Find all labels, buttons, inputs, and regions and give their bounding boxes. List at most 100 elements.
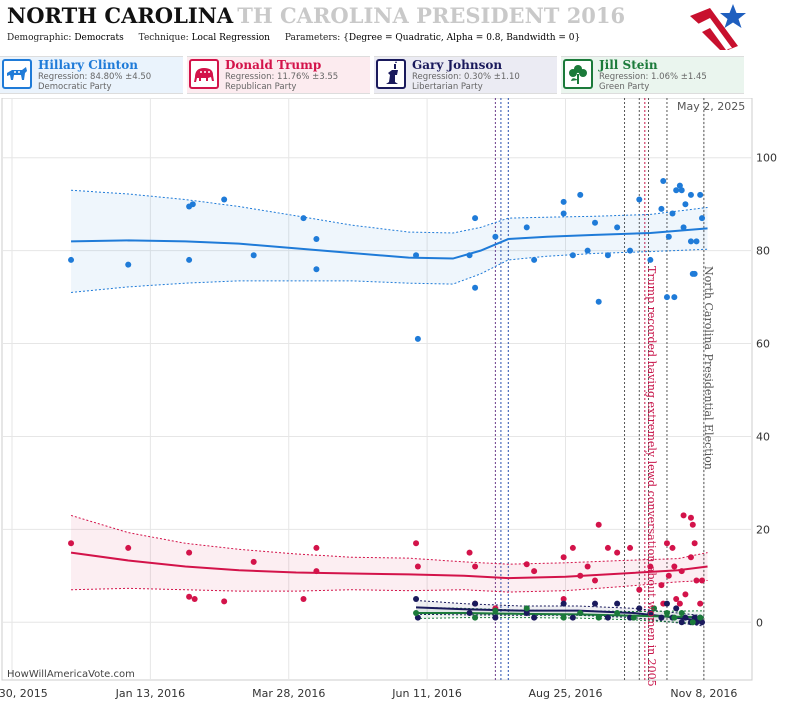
y-tick-label: 60 [756, 338, 770, 351]
poll-point [687, 514, 694, 521]
regression-line [70, 551, 708, 580]
poll-point [569, 544, 576, 551]
poll-point [186, 256, 193, 263]
event-label: Trump recorded having extremely lewd con… [645, 266, 658, 687]
poll-point [687, 191, 694, 198]
poll-point [671, 614, 678, 621]
candidate-party: Democratic Party [38, 82, 112, 92]
poll-point [671, 294, 678, 301]
poll-point [636, 196, 643, 203]
poll-point [673, 187, 680, 194]
confidence-band [71, 515, 708, 593]
star-flag-logo-icon [688, 2, 748, 52]
title-faded: TH CAROLINA PRESIDENT 2016 [237, 3, 626, 28]
poll-point [560, 554, 567, 561]
poll-point [523, 224, 530, 231]
poll-point [125, 544, 132, 551]
poll-point [472, 284, 479, 291]
poll-point [560, 614, 567, 621]
poll-point [466, 609, 473, 616]
poll-point [472, 600, 479, 607]
poll-point [614, 609, 621, 616]
poll-point [313, 266, 320, 273]
poll-point [604, 614, 611, 621]
candidate-name: Jill Stein [599, 58, 658, 72]
poll-point [636, 605, 643, 612]
legend-johnson: Gary Johnson Regression: 0.30% ±1.10 Lib… [374, 56, 557, 94]
confidence-band [416, 600, 704, 626]
poll-point [682, 591, 689, 598]
regression-line [71, 227, 708, 260]
x-tick-label: Mar 28, 2016 [252, 687, 325, 700]
poll-point [699, 619, 706, 626]
statue-of-liberty-icon [376, 59, 406, 89]
poll-point [300, 596, 307, 603]
y-tick-label: 40 [756, 430, 770, 443]
candidate-name: Gary Johnson [412, 58, 503, 72]
poll-point [699, 215, 706, 222]
poll-point [560, 600, 567, 607]
poll-point [584, 247, 591, 254]
poll-point [669, 210, 676, 217]
green-flower-icon [563, 59, 593, 89]
poll-point [472, 563, 479, 570]
poll-point [665, 233, 672, 240]
poll-point [414, 614, 421, 621]
poll-points [68, 177, 706, 626]
parameters-label: Parameters: [284, 33, 341, 43]
candidate-name: Hillary Clinton [38, 58, 138, 72]
poll-point [413, 540, 420, 547]
legend-trump: Donald Trump Regression: 11.76% ±3.55 Re… [187, 56, 370, 94]
poll-point [221, 598, 228, 605]
poll-point [523, 609, 530, 616]
poll-point [673, 605, 680, 612]
band-lower-edge [416, 613, 704, 627]
poll-point [678, 609, 685, 616]
poll-point [560, 210, 567, 217]
poll-point [658, 205, 665, 212]
x-tick-label: Aug 25, 2016 [529, 687, 603, 700]
title-main: NORTH CAROLINA [7, 3, 234, 28]
poll-point [663, 294, 670, 301]
poll-point [699, 577, 706, 584]
candidate-party: Republican Party [225, 82, 297, 92]
demographic-value: Democrats [74, 33, 124, 43]
poll-point [682, 614, 689, 621]
poll-point [413, 609, 420, 616]
poll-point [614, 600, 621, 607]
poll-point [472, 215, 479, 222]
poll-point [691, 270, 698, 277]
chart-title: NORTH CAROLINA TH CAROLINA PRESIDENT 2016 [7, 3, 625, 28]
poll-point [673, 596, 680, 603]
legend-clinton: Hillary Clinton Regression: 84.80% ±4.50… [0, 56, 183, 94]
poll-point [466, 549, 473, 556]
poll-point [658, 614, 665, 621]
candidate-regression: Regression: 1.06% ±1.45 [599, 72, 707, 82]
y-tick-label: 0 [756, 616, 763, 629]
poll-point [313, 236, 320, 243]
poll-point [577, 191, 584, 198]
band-upper-edge [70, 514, 708, 565]
confidence-bands [70, 189, 708, 627]
poll-point [414, 563, 421, 570]
poll-point [636, 586, 643, 593]
poll-point [221, 196, 228, 203]
poll-point [614, 224, 621, 231]
regression-line [416, 606, 704, 622]
poll-point [584, 563, 591, 570]
poll-point [531, 614, 538, 621]
poll-point [492, 233, 499, 240]
poll-point [531, 568, 538, 575]
poll-point [466, 252, 473, 259]
poll-point [125, 261, 132, 268]
poll-point [592, 219, 599, 226]
event-label: North Carolina Presidential Election [702, 266, 715, 470]
poll-point [647, 563, 654, 570]
poll-point [680, 224, 687, 231]
candidate-regression: Regression: 11.76% ±3.55 [225, 72, 339, 82]
poll-point [413, 252, 420, 259]
poll-point [647, 609, 654, 616]
poll-point [682, 201, 689, 208]
poll-point [604, 544, 611, 551]
poll-point [689, 619, 696, 626]
